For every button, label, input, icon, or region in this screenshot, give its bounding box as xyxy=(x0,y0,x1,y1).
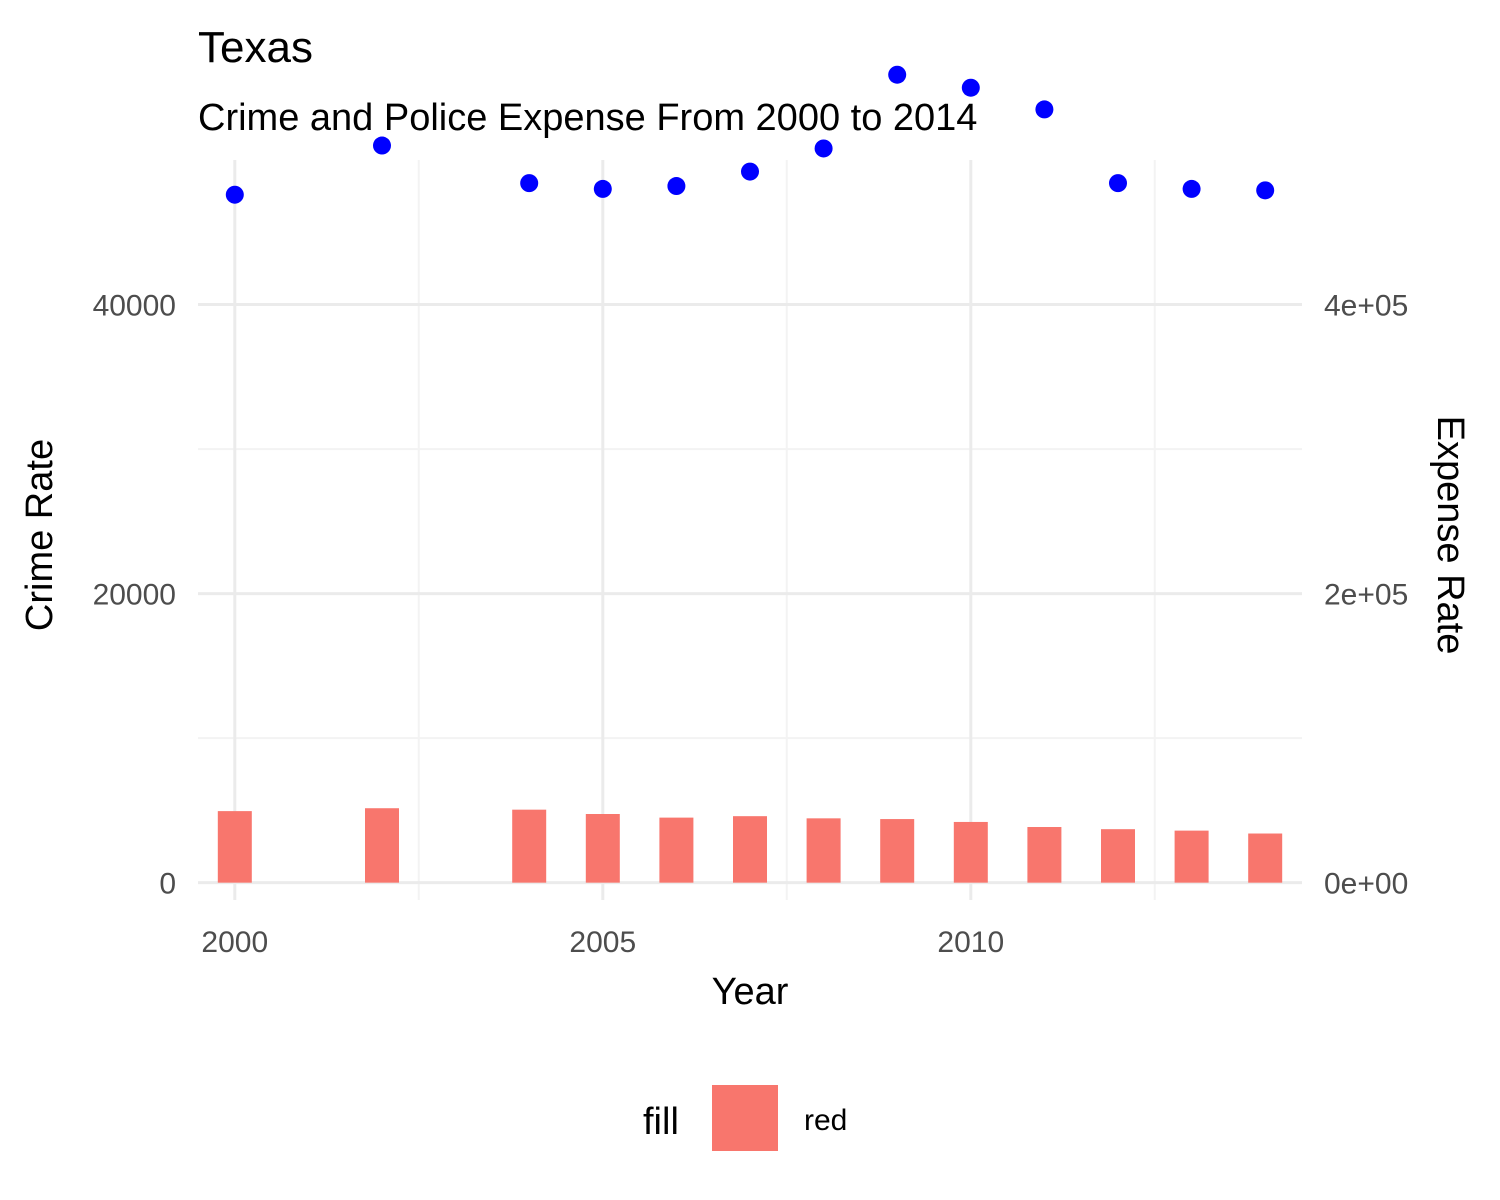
crime-bar xyxy=(365,808,399,883)
expense-point xyxy=(741,162,759,181)
y-axis-right-title: Expense Rate xyxy=(1429,416,1471,655)
x-tick-label: 2010 xyxy=(937,926,1004,959)
crime-bar xyxy=(953,821,988,883)
crime-bar xyxy=(659,817,694,883)
expense-point xyxy=(1035,100,1054,119)
crime-bar xyxy=(1027,827,1062,883)
y-axis-left-title: Crime Rate xyxy=(19,439,61,631)
chart-title: Texas xyxy=(198,23,313,72)
expense-point xyxy=(1109,174,1127,193)
crime-bar xyxy=(806,818,841,883)
crime-bar xyxy=(1101,829,1135,883)
axes: 2000 2005 2010 0 20000 40000 0e+00 2e+05 4e+05 xyxy=(93,290,1409,959)
crime-bar xyxy=(733,816,767,883)
expense-point xyxy=(225,185,244,204)
expense-points xyxy=(225,65,1275,204)
crime-bar xyxy=(585,814,620,883)
legend: fill red xyxy=(643,1085,847,1151)
expense-point xyxy=(520,174,539,193)
y-left-tick-label: 40000 xyxy=(93,290,176,323)
crime-bar xyxy=(512,809,547,883)
x-tick-label: 2000 xyxy=(201,926,268,959)
y-right-tick-label: 4e+05 xyxy=(1324,290,1408,323)
grid xyxy=(198,160,1302,900)
legend-title: fill xyxy=(643,1101,679,1143)
crime-bar xyxy=(1174,830,1209,883)
crime-bar xyxy=(1248,833,1283,883)
expense-point xyxy=(1182,179,1201,198)
crime-bar xyxy=(217,811,252,883)
expense-point xyxy=(593,179,612,198)
legend-key-swatch xyxy=(712,1085,778,1151)
y-left-tick-label: 0 xyxy=(159,868,176,901)
y-left-tick-label: 20000 xyxy=(93,579,176,612)
crime-bars xyxy=(217,808,1283,883)
expense-point xyxy=(1256,181,1275,200)
expense-point xyxy=(961,78,980,97)
expense-point xyxy=(814,139,833,158)
x-tick-label: 2005 xyxy=(569,926,636,959)
expense-point xyxy=(888,65,907,84)
y-right-tick-label: 0e+00 xyxy=(1324,868,1408,901)
crime-bar xyxy=(880,819,915,883)
legend-label: red xyxy=(804,1104,847,1137)
x-axis-title: Year xyxy=(712,971,789,1013)
chart-subtitle: Crime and Police Expense From 2000 to 20… xyxy=(198,97,977,139)
y-right-tick-label: 2e+05 xyxy=(1324,579,1408,612)
expense-point xyxy=(373,136,391,155)
expense-point xyxy=(667,177,686,196)
